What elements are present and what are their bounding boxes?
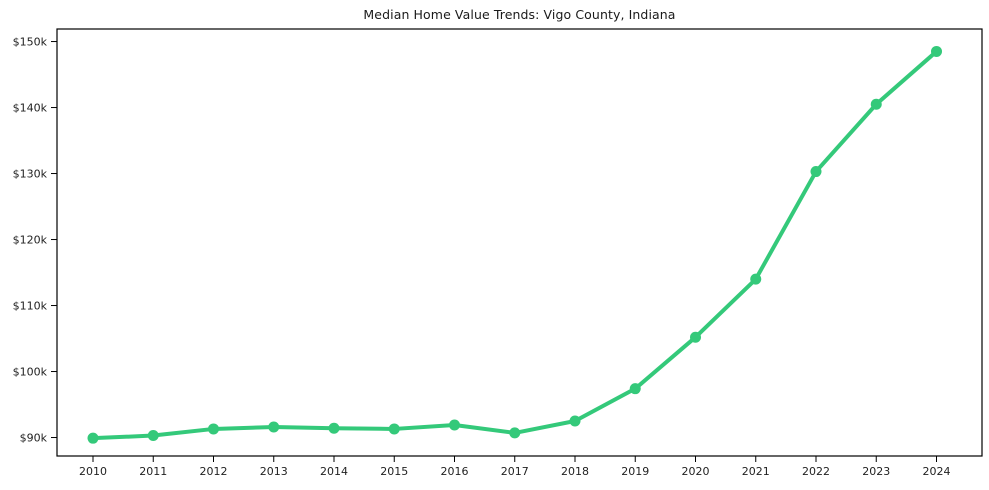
x-tick-label: 2014 <box>320 465 348 478</box>
x-tick-label: 2015 <box>380 465 408 478</box>
y-tick-label: $140k <box>13 102 48 115</box>
y-tick-label: $150k <box>13 36 48 49</box>
x-tick-label: 2010 <box>79 465 107 478</box>
y-tick-label: $120k <box>13 234 48 247</box>
x-tick-label: 2019 <box>621 465 649 478</box>
data-point-marker <box>569 415 581 427</box>
x-tick-label: 2017 <box>501 465 529 478</box>
x-tick-label: 2011 <box>139 465 167 478</box>
data-point-marker <box>147 430 159 442</box>
data-point-marker <box>268 421 280 433</box>
y-tick-label: $100k <box>13 366 48 379</box>
x-tick-label: 2024 <box>923 465 951 478</box>
y-tick-label: $110k <box>13 300 48 313</box>
data-point-marker <box>870 98 882 110</box>
x-tick-label: 2020 <box>682 465 710 478</box>
y-tick-label: $90k <box>20 432 48 445</box>
x-tick-label: 2021 <box>742 465 770 478</box>
x-tick-label: 2023 <box>862 465 890 478</box>
data-point-marker <box>629 383 641 395</box>
data-point-marker <box>449 419 460 431</box>
x-tick-label: 2016 <box>441 465 469 478</box>
x-tick-label: 2022 <box>802 465 830 478</box>
data-point-marker <box>388 423 400 435</box>
y-tick-label: $130k <box>13 168 48 181</box>
chart-title: Median Home Value Trends: Vigo County, I… <box>363 7 676 22</box>
data-point-marker <box>690 331 701 343</box>
plot-frame <box>56 28 983 457</box>
data-point-marker <box>87 432 99 444</box>
data-point-marker <box>750 273 762 285</box>
x-tick-label: 2013 <box>260 465 288 478</box>
x-tick-label: 2012 <box>200 465 228 478</box>
data-point-marker <box>931 45 942 57</box>
data-point-marker <box>810 166 822 178</box>
x-tick-label: 2018 <box>561 465 589 478</box>
data-point-marker <box>328 422 340 434</box>
data-point-marker <box>208 423 219 435</box>
trend-line <box>91 49 939 441</box>
data-point-marker <box>509 427 521 439</box>
